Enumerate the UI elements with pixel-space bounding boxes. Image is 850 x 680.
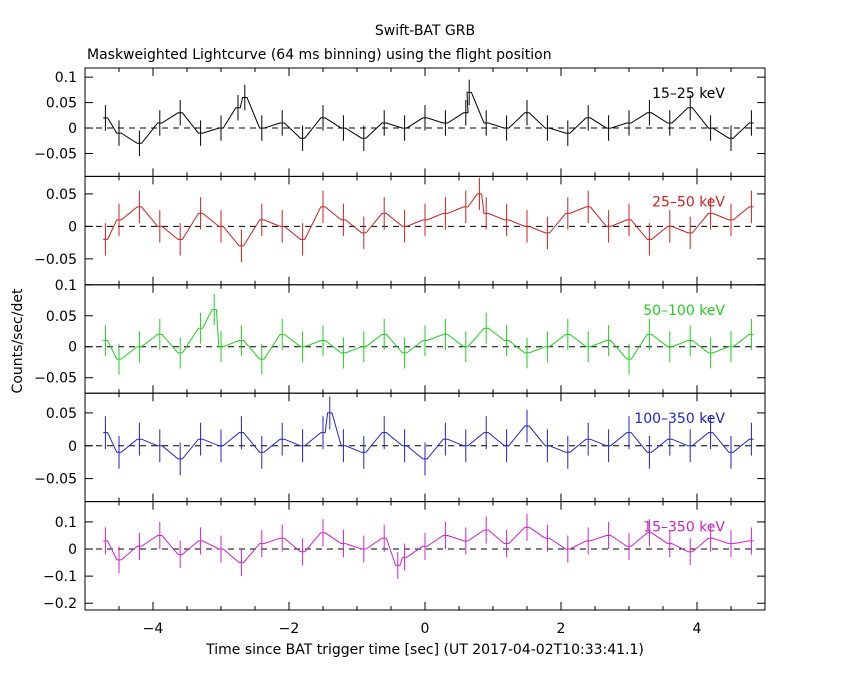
y-tick-label: −0.1 (43, 569, 77, 585)
y-tick-label: 0 (68, 121, 77, 137)
chart-subtitle: Maskweighted Lightcurve (64 ms binning) … (87, 47, 552, 63)
band-label: 15–350 keV (643, 520, 725, 536)
panel-1: 0.1 0.05 0 −0.05 15–25 keV (34, 67, 766, 177)
y-tick-label: −0.05 (34, 472, 77, 488)
y-tick-label: 0 (68, 219, 77, 235)
y-tick-label: −0.2 (43, 596, 77, 612)
y-tick-label: 0.05 (46, 187, 77, 203)
y-tick-label: 0.05 (46, 96, 77, 112)
y-tick-label: 0 (68, 340, 77, 356)
y-tick-label: −0.05 (34, 146, 77, 162)
x-tick-label: 0 (421, 621, 430, 637)
chart-title: Swift-BAT GRB (375, 23, 475, 39)
y-tick-label: 0.1 (55, 70, 77, 86)
band-label: 25–50 keV (652, 194, 725, 210)
y-tick-label: 0 (68, 439, 77, 455)
y-tick-label: 0.05 (46, 406, 77, 422)
series-line (103, 412, 754, 460)
x-tick-labels: −4 −2 0 2 4 (143, 621, 702, 637)
y-tick-label: 0.1 (55, 278, 77, 294)
series-1 (103, 79, 754, 157)
panel-4: 0.05 0 −0.05 100–350 keV (34, 392, 766, 503)
series-line (103, 309, 754, 360)
x-tick-label: −4 (143, 621, 164, 637)
band-label: 50–100 keV (643, 303, 725, 319)
series-5 (103, 513, 754, 579)
y-tick-label: −0.05 (34, 252, 77, 268)
series-line (103, 193, 754, 247)
x-axis-label: Time since BAT trigger time [sec] (UT 20… (205, 642, 644, 658)
series-3 (103, 294, 754, 375)
y-tick-label: 0.1 (55, 515, 77, 531)
panel-2: 0.05 0 −0.05 25–50 keV (34, 175, 766, 286)
panel-5: 0.1 0 −0.1 −0.2 15–350 keV (43, 501, 766, 612)
y-axis-label: Counts/sec/det (10, 288, 26, 393)
band-label: 15–25 keV (652, 86, 725, 102)
panel-3: 0.1 0.05 0 −0.05 50–100 keV (34, 278, 766, 394)
y-tick-label: −0.05 (34, 371, 77, 387)
series-2 (103, 177, 754, 263)
series-line (103, 526, 754, 566)
panels: 0.1 0.05 0 −0.05 15–25 keV 0.05 0 −0.05 25–50 ke… (34, 67, 766, 612)
x-tick-label: 4 (693, 621, 702, 637)
series-4 (103, 396, 754, 476)
band-label: 100–350 keV (634, 411, 725, 427)
x-tick-label: −2 (279, 621, 300, 637)
y-tick-label: 0 (68, 542, 77, 558)
x-tick-label: 2 (557, 621, 566, 637)
y-tick-label: 0.05 (46, 309, 77, 325)
